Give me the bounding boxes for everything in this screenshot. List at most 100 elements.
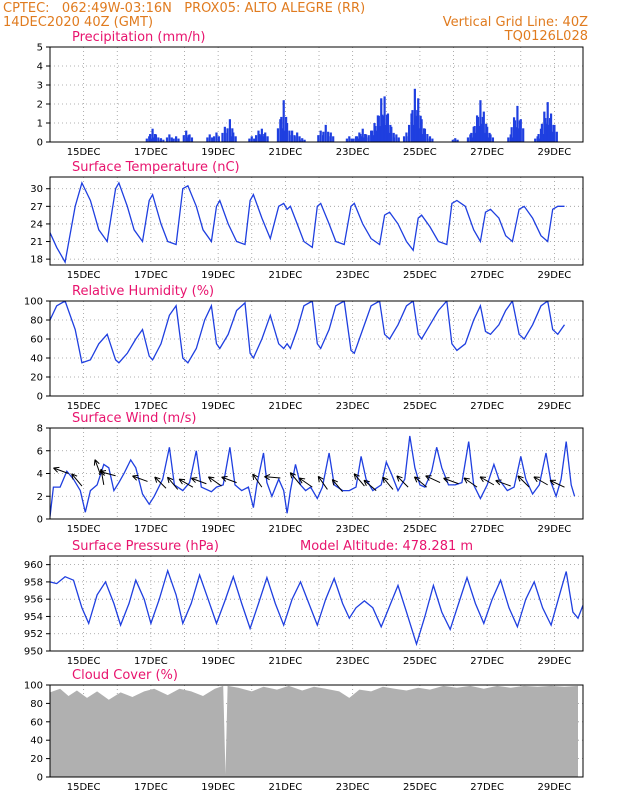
precip-bar — [234, 136, 237, 142]
series-line — [50, 301, 566, 364]
precip-bar — [365, 134, 368, 142]
date-label: 27DEC — [470, 656, 504, 667]
wind-arrow — [132, 474, 148, 482]
y-tick-label: 24 — [30, 219, 43, 230]
panel-2: 0 20 40 60 80 100 15DEC 17DEC 19DEC 21DEC 23DEC 25D… — [24, 284, 584, 412]
precip-bar — [371, 130, 374, 142]
date-label: 23DEC — [336, 401, 370, 412]
panel-title: Surface Temperature (nC) — [72, 160, 240, 175]
precip-bar — [456, 139, 459, 142]
header-station: CPTEC: 062:49W-03:16N PROX05: ALTO ALEGR… — [3, 1, 366, 16]
precip-bar — [301, 138, 304, 142]
panel-3: 0 2 4 6 8 15DEC 17DEC 19DEC 21DEC 23DEC 25DEC 27DEC… — [37, 411, 584, 535]
y-tick-label: 4 — [37, 469, 43, 480]
y-tick-label: 30 — [30, 184, 43, 195]
precip-bar — [291, 130, 294, 142]
precip-bar — [473, 126, 476, 142]
date-label: 21DEC — [269, 656, 303, 667]
wind-arrow — [549, 479, 565, 488]
precip-bar — [522, 128, 525, 142]
date-label: 29DEC — [538, 524, 572, 535]
precip-bar — [162, 139, 165, 142]
y-tick-label: 0 — [37, 392, 43, 403]
date-label: 21DEC — [269, 782, 303, 793]
precip-bar — [266, 136, 269, 142]
precip-bar — [402, 136, 406, 142]
y-tick-label: 40 — [30, 736, 43, 747]
precip-bar — [288, 135, 291, 142]
wind-arrow — [353, 473, 365, 487]
y-tick-label: 0 — [37, 138, 43, 149]
panel-4: 950 952 954 956 958 960 15DEC 17DEC 19DEC 21DEC 23… — [24, 539, 584, 667]
precip-bar — [486, 126, 489, 142]
precip-bar — [253, 138, 256, 142]
wind-arrow — [317, 475, 328, 490]
date-label: 29DEC — [538, 147, 572, 158]
wind-arrow — [533, 476, 548, 486]
precip-bar — [374, 126, 377, 142]
panel-title: Precipitation (mm/h) — [72, 30, 205, 45]
precip-bar — [483, 132, 486, 142]
date-label: 25DEC — [403, 524, 437, 535]
series-line — [50, 568, 583, 647]
precip-bar — [154, 134, 158, 142]
precip-bar — [264, 132, 267, 142]
y-tick-label: 60 — [30, 717, 43, 728]
y-tick-label: 80 — [30, 699, 43, 710]
precip-bar — [426, 134, 429, 142]
header-code: TQ0126L028 — [504, 29, 588, 44]
precip-bar — [386, 113, 390, 142]
y-tick-label: 5 — [37, 43, 43, 54]
date-label: 23DEC — [336, 270, 370, 281]
precip-bar — [228, 119, 232, 142]
date-label: 21DEC — [269, 524, 303, 535]
date-label: 17DEC — [134, 656, 168, 667]
wind-arrow — [298, 477, 313, 488]
date-label: 21DEC — [269, 401, 303, 412]
precip-bar — [170, 137, 173, 142]
precip-bar — [547, 124, 550, 142]
precip-bar — [479, 100, 482, 142]
precip-bar — [355, 136, 359, 142]
precip-bar — [383, 96, 386, 142]
date-label: 25DEC — [403, 782, 437, 793]
date-label: 29DEC — [538, 782, 572, 793]
date-label: 19DEC — [201, 782, 235, 793]
date-label: 19DEC — [201, 401, 235, 412]
precip-bar — [188, 134, 191, 142]
wind-arrow — [396, 475, 409, 488]
y-tick-label: 8 — [37, 424, 43, 435]
y-tick-label: 21 — [30, 237, 43, 248]
precip-bar — [206, 137, 209, 142]
precip-bar — [431, 138, 434, 142]
precip-bar — [211, 137, 214, 142]
wind-arrow — [178, 478, 194, 488]
date-label: 27DEC — [470, 147, 504, 158]
y-tick-label: 954 — [24, 612, 43, 623]
panel-title: Surface Pressure (hPa) — [72, 539, 219, 554]
wind-arrow — [382, 476, 394, 490]
precip-bar — [546, 102, 549, 142]
y-tick-label: 3 — [37, 81, 43, 92]
precip-bar — [387, 132, 391, 142]
y-tick-label: 27 — [30, 202, 43, 213]
y-tick-label: 40 — [30, 354, 43, 365]
precip-bar — [296, 132, 299, 142]
date-label: 27DEC — [470, 401, 504, 412]
precip-bar — [513, 120, 517, 142]
date-label: 25DEC — [403, 401, 437, 412]
precip-bar — [413, 88, 416, 142]
y-tick-label: 950 — [24, 647, 43, 658]
precip-bar — [298, 139, 301, 142]
precip-bar — [549, 113, 553, 142]
precip-bar — [534, 138, 537, 142]
precip-bar — [411, 110, 414, 142]
precip-bar — [489, 134, 492, 142]
date-label: 25DEC — [403, 656, 437, 667]
panel-frame — [49, 300, 584, 397]
precip-bar — [470, 132, 473, 142]
date-label: 27DEC — [470, 524, 504, 535]
precip-bar — [451, 139, 454, 142]
precip-bar — [350, 138, 353, 142]
date-label: 15DEC — [67, 782, 101, 793]
